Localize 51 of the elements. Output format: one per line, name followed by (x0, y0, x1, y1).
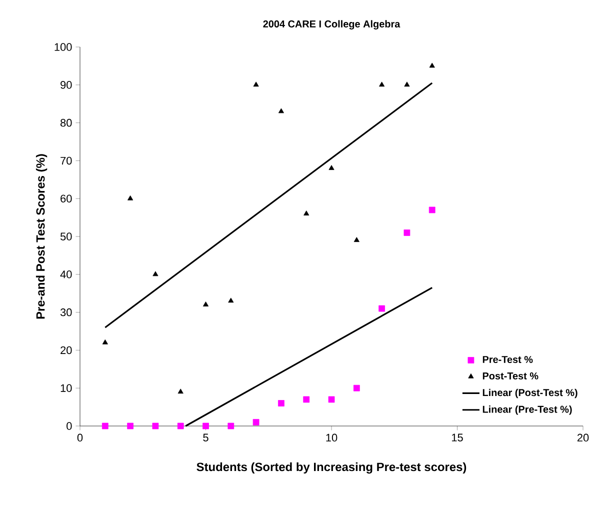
y-tick-label: 0 (66, 422, 72, 430)
y-tick-label: 30 (60, 308, 72, 316)
x-tick-label: 5 (203, 434, 208, 442)
point (128, 195, 134, 200)
point (278, 400, 284, 406)
point (177, 422, 184, 430)
legend-label: Post-Test % (482, 372, 538, 380)
point (428, 206, 436, 214)
point (378, 305, 385, 312)
point (278, 108, 284, 114)
point (228, 422, 234, 430)
point (353, 384, 360, 392)
point (354, 237, 360, 242)
point (404, 230, 410, 236)
point (152, 271, 158, 276)
point (178, 388, 184, 394)
point (202, 302, 209, 306)
legend-label: Linear (Pre-Test %) (482, 406, 572, 415)
y-tick-label: 50 (60, 232, 72, 240)
y-tick-label: 90 (60, 81, 72, 89)
x-tick-label: 15 (452, 434, 463, 442)
point (429, 62, 435, 68)
point (328, 396, 335, 403)
y-tick-label: 20 (60, 346, 72, 354)
point (228, 298, 234, 303)
y-axis-title: Pre-and Post Test Scores (%) (36, 154, 48, 319)
point (252, 419, 260, 426)
y-tick-label: 80 (60, 118, 72, 127)
point (328, 165, 334, 170)
point (253, 82, 259, 87)
x-axis-title: Students (Sorted by Increasing Pre-test scores) (196, 462, 466, 474)
point (152, 422, 159, 430)
point (304, 210, 310, 216)
point (102, 339, 108, 344)
x-tick-label: 0 (77, 434, 83, 442)
legend-label: Pre-Test % (482, 356, 533, 364)
point (303, 396, 310, 403)
y-tick-label: 100 (54, 43, 72, 51)
y-tick-label: 10 (60, 384, 72, 392)
x-tick-label: 10 (326, 434, 338, 442)
point (127, 422, 134, 430)
legend-label: Linear (Post-Test %) (482, 388, 578, 398)
point (202, 422, 209, 430)
point (379, 82, 385, 87)
x-tick-label: 20 (577, 434, 589, 442)
y-tick-label: 60 (60, 194, 72, 202)
point (404, 82, 410, 87)
point (102, 422, 108, 430)
y-tick-label: 70 (60, 156, 72, 165)
chart-title: 2004 CARE I College Algebra (263, 20, 400, 30)
y-tick-label: 40 (60, 270, 72, 278)
